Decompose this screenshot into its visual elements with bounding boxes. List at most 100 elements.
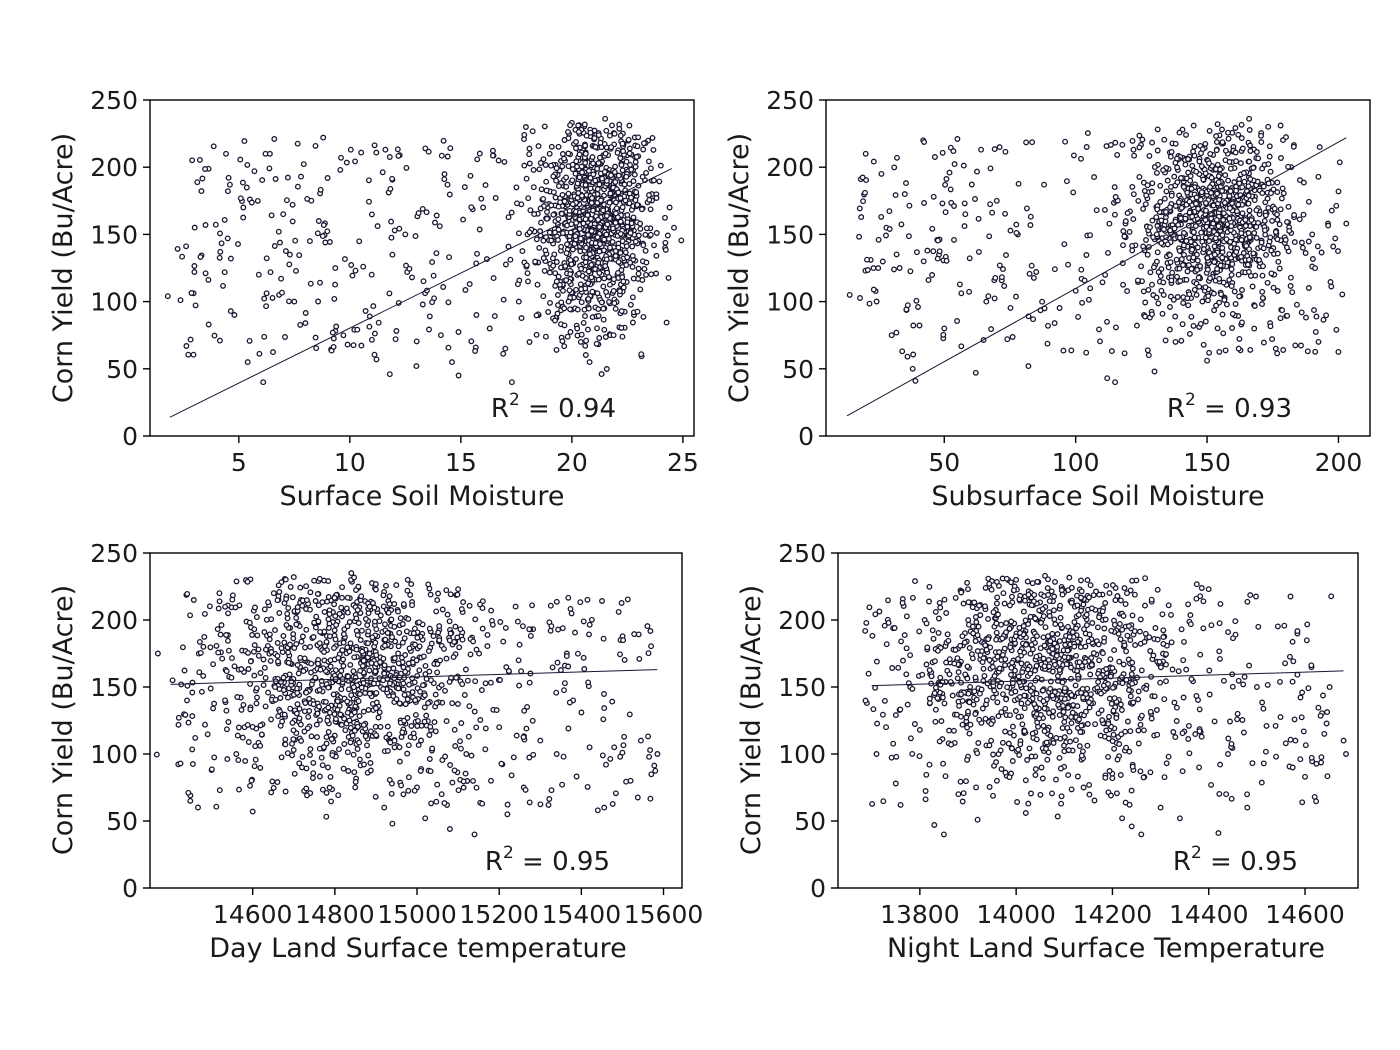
data-point (569, 177, 576, 184)
data-point (1178, 337, 1185, 344)
data-point (289, 752, 296, 759)
data-point (1143, 192, 1150, 199)
data-point (584, 783, 591, 790)
data-point (907, 652, 914, 659)
data-point (565, 135, 572, 142)
data-point (296, 681, 303, 688)
data-point (340, 631, 347, 638)
data-point (1166, 252, 1173, 259)
data-point (202, 721, 208, 728)
data-point (459, 681, 466, 688)
data-point (1239, 319, 1245, 326)
data-point (189, 679, 196, 686)
data-point (521, 131, 528, 138)
data-point (438, 682, 445, 689)
data-point (322, 239, 329, 246)
data-point (1076, 743, 1083, 750)
data-point (601, 236, 608, 243)
data-point (397, 615, 404, 622)
data-point (1237, 160, 1244, 167)
data-point (294, 140, 301, 147)
data-point (380, 677, 387, 684)
x-tick-label: 5 (231, 448, 247, 477)
data-point (946, 671, 953, 678)
data-point (929, 225, 936, 232)
data-point (587, 185, 594, 192)
data-point (913, 249, 920, 256)
data-point (986, 233, 993, 240)
data-point (1104, 318, 1110, 325)
data-point (427, 591, 434, 598)
data-point (559, 151, 566, 157)
data-point (925, 277, 932, 284)
data-point (578, 265, 585, 272)
data-point (1146, 634, 1153, 641)
data-point (198, 688, 205, 695)
data-point (526, 799, 533, 806)
data-point (1085, 296, 1092, 303)
data-point (200, 672, 207, 679)
data-point (573, 286, 579, 293)
data-point (603, 177, 610, 184)
data-point (1148, 596, 1155, 603)
data-point (899, 348, 906, 355)
data-point (326, 784, 333, 791)
data-point (542, 333, 549, 340)
data-point (366, 650, 373, 657)
data-point (221, 269, 228, 276)
data-point (1178, 256, 1185, 263)
data-point (355, 583, 362, 590)
data-point (381, 662, 388, 669)
data-point (1298, 342, 1304, 349)
data-point (537, 160, 544, 166)
data-point (1269, 217, 1276, 224)
data-point (573, 138, 579, 145)
data-point (350, 684, 357, 691)
data-point (327, 773, 334, 780)
data-point (586, 359, 593, 366)
data-point (858, 214, 865, 221)
data-point (1176, 265, 1183, 272)
data-point (940, 831, 947, 838)
data-point (594, 807, 601, 814)
data-point (901, 191, 908, 198)
data-point (1206, 238, 1213, 245)
data-point (1235, 271, 1242, 278)
data-point (391, 227, 398, 234)
data-point (1238, 121, 1245, 128)
data-point (216, 787, 223, 794)
data-point (307, 746, 314, 753)
data-point (265, 689, 272, 696)
data-point (419, 682, 426, 689)
data-point (1121, 350, 1128, 357)
data-point (647, 747, 654, 754)
data-point (1096, 326, 1102, 333)
data-point (1304, 348, 1311, 355)
y-tick-label: 250 (90, 539, 138, 568)
data-point (441, 176, 448, 183)
data-point (229, 655, 235, 662)
data-point (501, 158, 508, 165)
data-point (1193, 581, 1200, 588)
data-point (621, 656, 628, 663)
data-point (459, 636, 466, 643)
data-point (1004, 684, 1011, 691)
data-point (422, 671, 429, 678)
data-point (583, 132, 590, 139)
data-point (1213, 133, 1220, 140)
data-point (331, 594, 338, 601)
data-point (626, 711, 633, 718)
data-point (583, 337, 590, 344)
x-tick-label: 100 (1052, 448, 1100, 477)
data-point (337, 166, 344, 173)
data-point (558, 299, 565, 306)
data-point (263, 616, 270, 623)
data-point (1164, 177, 1171, 184)
data-point (935, 629, 942, 636)
data-point (551, 229, 558, 236)
data-point (572, 233, 579, 240)
data-point (460, 599, 467, 606)
data-point (1177, 215, 1184, 222)
data-point (959, 697, 966, 704)
data-point (460, 778, 467, 785)
